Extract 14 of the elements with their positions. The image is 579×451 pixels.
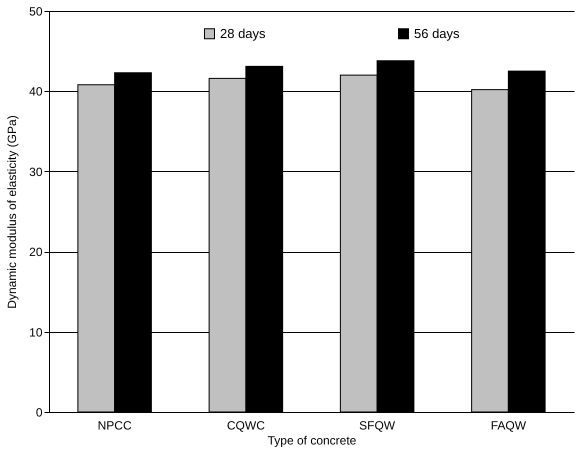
y-tick-label: 0 — [36, 406, 43, 420]
y-tick-label: 50 — [29, 4, 43, 18]
x-tick-label: CQWC — [226, 418, 266, 432]
x-tick-label: FAQW — [490, 418, 527, 432]
y-tick-label: 30 — [29, 164, 43, 179]
y-axis-title: Dynamic modulus of elasticity (GPa) — [5, 115, 20, 309]
y-tick-label: 20 — [29, 245, 43, 260]
y-tick-label: 40 — [29, 84, 43, 99]
legend-label: 28 days — [220, 26, 266, 41]
x-tick-label: NPCC — [98, 418, 132, 432]
legend-label: 56 days — [414, 26, 460, 41]
x-axis-title: Type of concrete — [268, 434, 357, 448]
x-tick-label: SFQW — [359, 418, 396, 432]
y-tick-label: 10 — [29, 325, 43, 340]
